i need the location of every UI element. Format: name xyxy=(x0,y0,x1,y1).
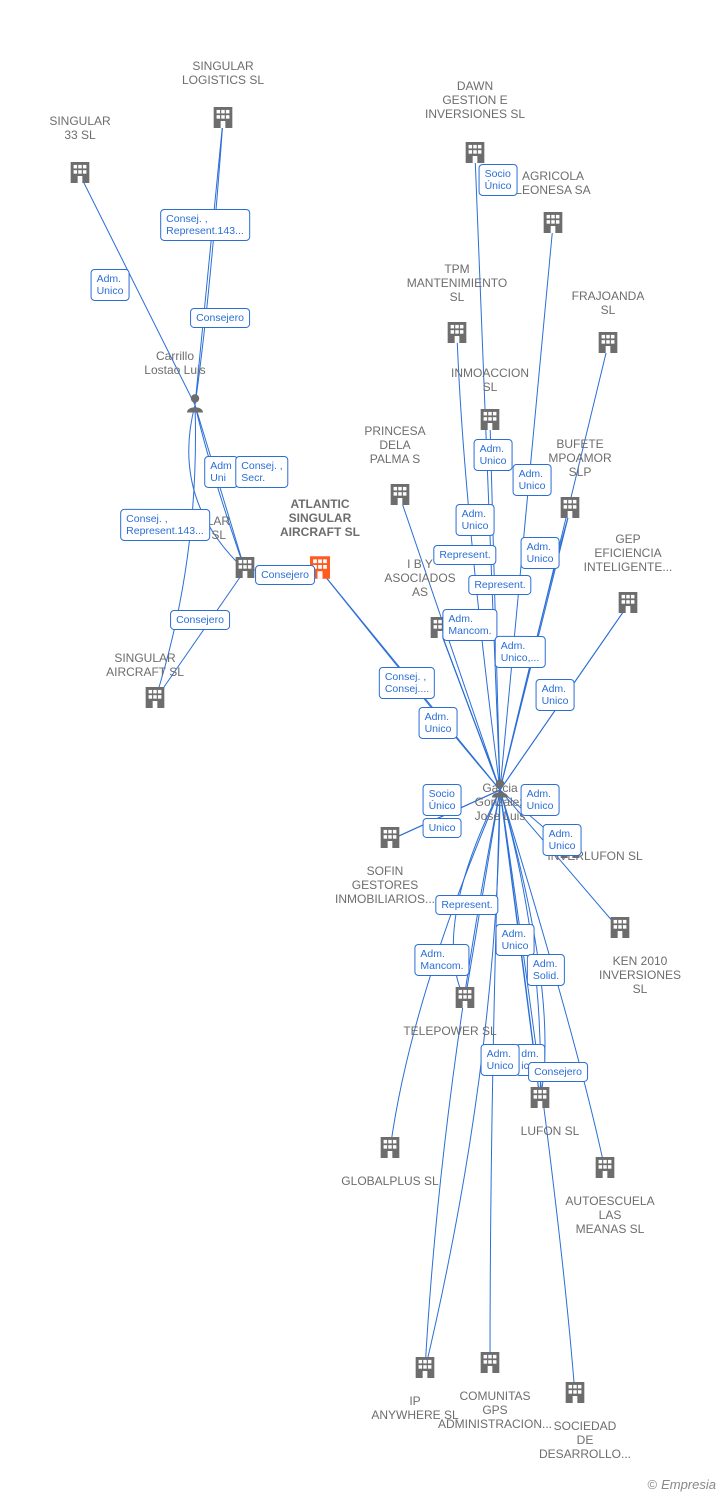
edge-label[interactable]: Adm. Unico xyxy=(496,924,535,956)
company-icon[interactable] xyxy=(594,329,622,362)
node-label[interactable]: Carrillo Lostao Luis xyxy=(144,350,205,378)
edge-label[interactable]: Adm. Unico xyxy=(474,439,513,471)
node-label[interactable]: GEP EFICIENCIA INTELIGENTE... xyxy=(584,533,673,574)
node-label[interactable]: DAWN GESTION E INVERSIONES SL xyxy=(425,80,525,121)
company-icon[interactable] xyxy=(376,1134,404,1167)
edge-label[interactable]: Adm. Unico xyxy=(543,824,582,856)
edge-label[interactable]: Adm. Unico,... xyxy=(495,636,546,668)
edge xyxy=(425,790,500,1370)
company-icon[interactable] xyxy=(591,1154,619,1187)
edge-label[interactable]: Represent. xyxy=(468,575,531,595)
edge-label[interactable]: Consejero xyxy=(255,565,315,585)
node-label[interactable]: PRINCESA DELA PALMA S xyxy=(364,425,425,466)
node-label[interactable]: AUTOESCUELA LAS MEANAS SL xyxy=(565,1195,654,1236)
edge-label[interactable]: Consej. , Consej.... xyxy=(379,667,435,699)
node-label[interactable]: ATLANTIC SINGULAR AIRCRAFT SL xyxy=(280,498,360,539)
edge-label[interactable]: Consej. , Represent.143... xyxy=(120,509,210,541)
edge-label[interactable]: Adm. Unico xyxy=(91,269,130,301)
edges-layer xyxy=(0,0,728,1500)
edge xyxy=(475,155,500,790)
node-label[interactable]: FRAJOANDA SL xyxy=(572,290,645,318)
edge-label[interactable]: Consej. , Represent.143... xyxy=(160,209,250,241)
company-icon[interactable] xyxy=(386,481,414,514)
edge xyxy=(490,422,500,790)
company-icon[interactable] xyxy=(526,1084,554,1117)
company-icon[interactable] xyxy=(209,104,237,137)
node-label[interactable]: AGRICOLA LEONESA SA xyxy=(515,170,590,198)
node-label[interactable]: SOFIN GESTORES INMOBILIARIOS... xyxy=(335,865,435,906)
company-icon[interactable] xyxy=(443,319,471,352)
edge-label[interactable]: Adm. Unico xyxy=(456,504,495,536)
edge-label[interactable]: Adm. Unico xyxy=(521,537,560,569)
edge-label[interactable]: Adm. Unico xyxy=(419,707,458,739)
company-icon[interactable] xyxy=(66,159,94,192)
node-label[interactable]: COMUNITAS GPS ADMINISTRACION... xyxy=(438,1390,552,1431)
company-icon[interactable] xyxy=(476,406,504,439)
node-label[interactable]: SINGULAR 33 SL xyxy=(49,115,110,143)
company-icon[interactable] xyxy=(411,1354,439,1387)
edge-label[interactable]: Consejero xyxy=(528,1062,588,1082)
company-icon[interactable] xyxy=(561,1379,589,1412)
watermark-text: Empresia xyxy=(661,1477,716,1492)
edge-label[interactable]: Adm. Mancom. xyxy=(414,944,469,976)
edge-label[interactable]: Consejero xyxy=(170,610,230,630)
company-icon[interactable] xyxy=(476,1349,504,1382)
edge xyxy=(155,570,245,700)
edge-label[interactable]: Adm. Mancom. xyxy=(442,609,497,641)
node-label[interactable]: LUFON SL xyxy=(521,1125,580,1139)
edge-label[interactable]: Represent. xyxy=(433,545,496,565)
node-label[interactable]: GLOBALPLUS SL xyxy=(341,1175,438,1189)
edge-label[interactable]: Adm. Unico xyxy=(513,464,552,496)
edge-label[interactable]: Adm. Solid. xyxy=(527,954,565,986)
edge-label[interactable]: Socio Único xyxy=(423,784,462,816)
node-label[interactable]: SINGULAR AIRCRAFT SL xyxy=(106,652,184,680)
edge-label[interactable]: Represent. xyxy=(435,895,498,915)
watermark: ©Empresia xyxy=(647,1477,716,1492)
node-label[interactable]: SOCIEDAD DE DESARROLLO... xyxy=(539,1420,631,1461)
edge-label[interactable]: Consej. , Secr. xyxy=(235,456,288,488)
edge-label[interactable]: Consejero xyxy=(190,308,250,328)
company-icon[interactable] xyxy=(556,494,584,527)
company-icon[interactable] xyxy=(614,589,642,622)
edge-label[interactable]: Adm. Unico xyxy=(536,679,575,711)
edge-label[interactable]: Socio Único xyxy=(479,164,518,196)
edge xyxy=(425,790,500,1370)
node-label[interactable]: SINGULAR LOGISTICS SL xyxy=(182,60,264,88)
edge-label[interactable]: Adm. Unico xyxy=(521,784,560,816)
company-icon[interactable] xyxy=(141,684,169,717)
node-label[interactable]: TELEPOWER SL xyxy=(403,1025,496,1039)
edge xyxy=(490,790,500,1365)
company-icon[interactable] xyxy=(606,914,634,947)
node-label[interactable]: BUFETE MPOAMOR SLP xyxy=(548,438,611,479)
person-icon[interactable] xyxy=(183,391,207,420)
company-icon[interactable] xyxy=(539,209,567,242)
edge-label[interactable]: Unico xyxy=(423,818,462,838)
edge-label[interactable]: Adm Uni xyxy=(204,456,238,488)
node-label[interactable]: TPM MANTENIMIENTO SL xyxy=(407,263,507,304)
node-label[interactable]: INMOACCION SL xyxy=(451,367,529,395)
company-icon[interactable] xyxy=(451,984,479,1017)
node-label[interactable]: KEN 2010 INVERSIONES SL xyxy=(596,955,684,996)
node-label[interactable]: Garcia Gonzalez Jose Luis xyxy=(475,782,526,823)
edge-label[interactable]: Adm. Unico xyxy=(481,1044,520,1076)
company-icon[interactable] xyxy=(376,824,404,857)
